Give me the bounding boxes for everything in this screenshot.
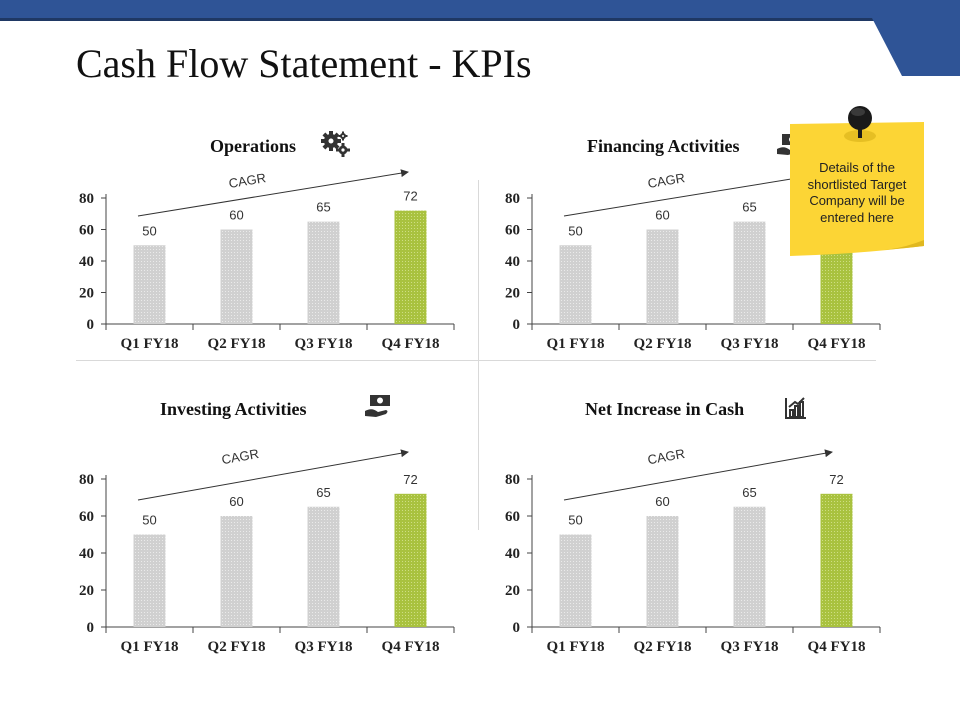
- y-tick-label: 60: [79, 509, 94, 525]
- y-tick-label: 40: [505, 254, 520, 270]
- data-label: 65: [316, 485, 330, 500]
- cagr-label: CAGR: [646, 446, 686, 467]
- gears-icon: [321, 131, 350, 157]
- x-tick-label: Q3 FY18: [721, 639, 779, 655]
- bar: [394, 493, 427, 627]
- money-hand-icon: [365, 395, 390, 417]
- bar: [220, 229, 253, 324]
- data-label: 60: [655, 208, 669, 223]
- bar: [133, 534, 166, 627]
- pushpin-icon: [844, 106, 876, 142]
- bar: [646, 516, 679, 627]
- y-tick-label: 20: [79, 286, 94, 302]
- y-tick-label: 40: [79, 546, 94, 562]
- y-tick-label: 80: [505, 472, 520, 488]
- bar: [220, 516, 253, 627]
- x-tick-label: Q1 FY18: [121, 336, 179, 352]
- y-tick-label: 80: [505, 191, 520, 207]
- x-tick-label: Q2 FY18: [208, 639, 266, 655]
- bar: [307, 506, 340, 627]
- bar: [133, 245, 166, 324]
- bar: [820, 493, 853, 627]
- y-tick-label: 60: [79, 223, 94, 239]
- y-tick-label: 40: [505, 546, 520, 562]
- bar: [733, 506, 766, 627]
- x-tick-label: Q1 FY18: [121, 639, 179, 655]
- data-label: 65: [742, 485, 756, 500]
- bar: [559, 245, 592, 324]
- y-tick-label: 20: [505, 583, 520, 599]
- data-label: 65: [742, 200, 756, 215]
- bar: [646, 229, 679, 324]
- data-label: 72: [403, 189, 417, 204]
- x-tick-label: Q2 FY18: [208, 336, 266, 352]
- y-tick-label: 20: [505, 286, 520, 302]
- cagr-arrow: [563, 449, 833, 501]
- x-tick-label: Q4 FY18: [382, 336, 440, 352]
- x-tick-label: Q3 FY18: [721, 336, 779, 352]
- sticky-note-paper: [790, 122, 924, 256]
- data-label: 65: [316, 200, 330, 215]
- y-tick-label: 80: [79, 191, 94, 207]
- grid-divider-horizontal: [76, 360, 876, 361]
- cagr-arrow: [563, 169, 835, 217]
- data-label: 60: [229, 494, 243, 509]
- chart-title: Net Increase in Cash: [585, 399, 745, 419]
- cagr-label: CAGR: [647, 170, 686, 191]
- y-tick-label: 0: [513, 317, 521, 333]
- x-tick-label: Q1 FY18: [547, 639, 605, 655]
- bar: [559, 534, 592, 627]
- bar: [307, 221, 340, 324]
- x-tick-label: Q3 FY18: [295, 336, 353, 352]
- y-tick-label: 0: [87, 620, 95, 636]
- bar-chart-growth-icon: [785, 397, 806, 419]
- x-tick-label: Q1 FY18: [547, 336, 605, 352]
- y-tick-label: 0: [513, 620, 521, 636]
- x-tick-label: Q4 FY18: [808, 639, 866, 655]
- data-label: 50: [568, 513, 582, 528]
- header-bar-line: [0, 18, 880, 21]
- y-tick-label: 60: [505, 223, 520, 239]
- data-label: 60: [655, 494, 669, 509]
- chart-title: Operations: [210, 136, 297, 156]
- cagr-arrow: [137, 169, 409, 217]
- y-tick-label: 40: [79, 254, 94, 270]
- header-bar: [0, 0, 960, 20]
- y-tick-label: 0: [87, 317, 95, 333]
- data-label: 72: [829, 472, 843, 487]
- cagr-label: CAGR: [220, 446, 260, 467]
- y-tick-label: 20: [79, 583, 94, 599]
- data-label: 72: [403, 472, 417, 487]
- chart-title: Investing Activities: [160, 399, 307, 419]
- data-label: 50: [568, 223, 582, 238]
- data-label: 50: [142, 223, 156, 238]
- bar: [733, 221, 766, 324]
- y-tick-label: 60: [505, 509, 520, 525]
- x-tick-label: Q3 FY18: [295, 639, 353, 655]
- sticky-note-text: Details of the shortlisted Target Compan…: [807, 160, 907, 225]
- x-tick-label: Q2 FY18: [634, 639, 692, 655]
- page-title: Cash Flow Statement - KPIs: [76, 41, 532, 86]
- header-corner-shape: [872, 18, 960, 76]
- cagr-arrow: [137, 449, 409, 501]
- data-label: 60: [229, 208, 243, 223]
- grid-divider-vertical: [478, 180, 479, 530]
- chart-title: Financing Activities: [587, 136, 740, 156]
- cagr-label: CAGR: [228, 170, 267, 191]
- x-tick-label: Q4 FY18: [808, 336, 866, 352]
- bar: [394, 210, 427, 324]
- x-tick-label: Q2 FY18: [634, 336, 692, 352]
- y-tick-label: 80: [79, 472, 94, 488]
- data-label: 50: [142, 513, 156, 528]
- sticky-note: Details of the shortlisted Target Compan…: [788, 106, 926, 256]
- x-tick-label: Q4 FY18: [382, 639, 440, 655]
